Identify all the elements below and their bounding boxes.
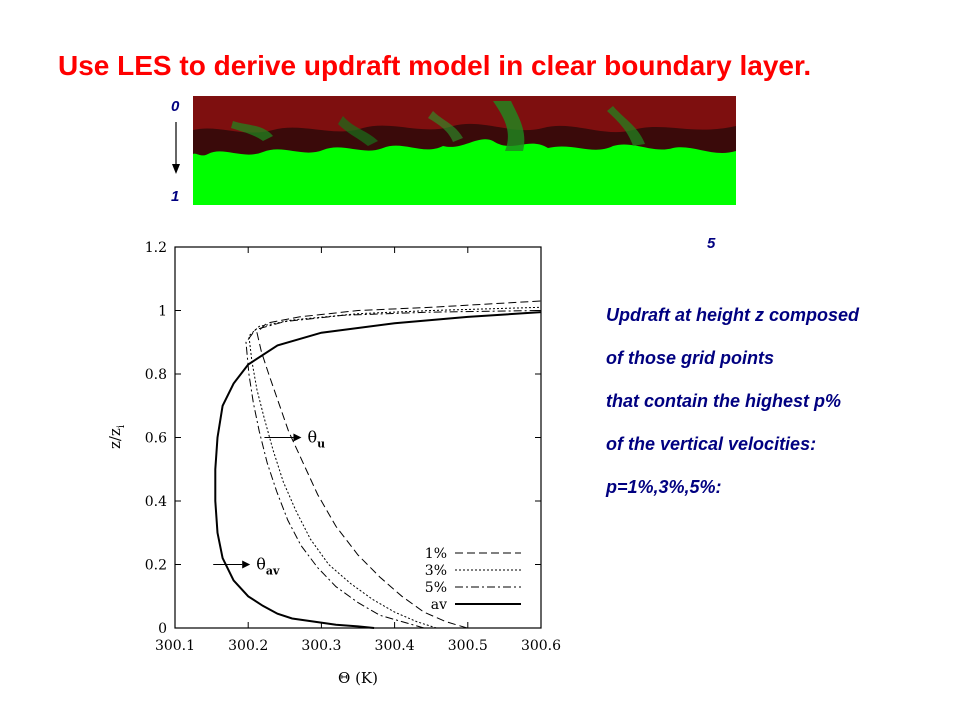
y-tick-label: 1 [158, 304, 167, 320]
x-tick-label: 300.2 [228, 638, 268, 654]
y-tick-label: 0 [158, 621, 167, 637]
x-axis-ticks: 300.1 300.2 300.3 300.4 300.5 300.6 [155, 247, 561, 654]
y-tick-label: 0.6 [145, 431, 167, 447]
series-line-1% [256, 300, 542, 629]
series-line-3% [248, 306, 542, 629]
y-tick-label: 0.8 [145, 367, 167, 383]
x-tick-label: 300.3 [301, 638, 341, 654]
annotation-label: θu [307, 428, 325, 451]
annotation-label: θav [256, 555, 280, 578]
series-line-5% [245, 310, 542, 629]
image-label-right: 5 [707, 235, 716, 252]
legend-label: 5% [425, 580, 447, 596]
series-line-av [214, 311, 542, 629]
legend-label: av [431, 597, 447, 613]
theta-profile-chart: 00.20.40.60.811.2 300.1 300.2 300.3 300.4 30… [106, 240, 561, 687]
slide-notes: Updraft at height z composed of those gr… [606, 304, 936, 519]
y-tick-label: 1.2 [145, 240, 167, 256]
legend-label: 1% [425, 546, 447, 562]
y-tick-label: 0.4 [145, 494, 167, 510]
y-axis-label: z/zi [106, 425, 127, 449]
x-tick-label: 300.6 [521, 638, 561, 654]
legend-label: 3% [425, 563, 447, 579]
annotations: θu θav [213, 428, 325, 578]
y-axis-ticks: 0 0.2 0.4 0.6 0.8 1 1.2 [145, 240, 541, 637]
note-line: that contain the highest p% [606, 391, 842, 411]
note-line: p=1%,3%,5%: [606, 477, 722, 497]
series-lines [214, 300, 542, 629]
note-line: of the vertical velocities: [606, 434, 817, 454]
les-cross-section-image [193, 96, 736, 205]
x-tick-label: 300.5 [448, 638, 488, 654]
down-arrow-icon [172, 122, 180, 174]
y-tick-label: 0.2 [145, 558, 167, 574]
image-label-bottom: 1 [171, 188, 180, 205]
legend: 1%3%5%av [425, 546, 521, 613]
note-line: of those grid points [606, 348, 774, 368]
x-tick-label: 300.4 [375, 638, 415, 654]
slide-title: Use LES to derive updraft model in clear… [58, 50, 812, 81]
x-tick-label: 300.1 [155, 638, 195, 654]
annotation-arrowhead [242, 560, 251, 569]
x-axis-label: Θ (K) [338, 669, 378, 687]
note-line: Updraft at height z composed [606, 305, 860, 325]
image-label-top: 0 [171, 98, 180, 115]
annotation-arrowhead [293, 433, 302, 442]
